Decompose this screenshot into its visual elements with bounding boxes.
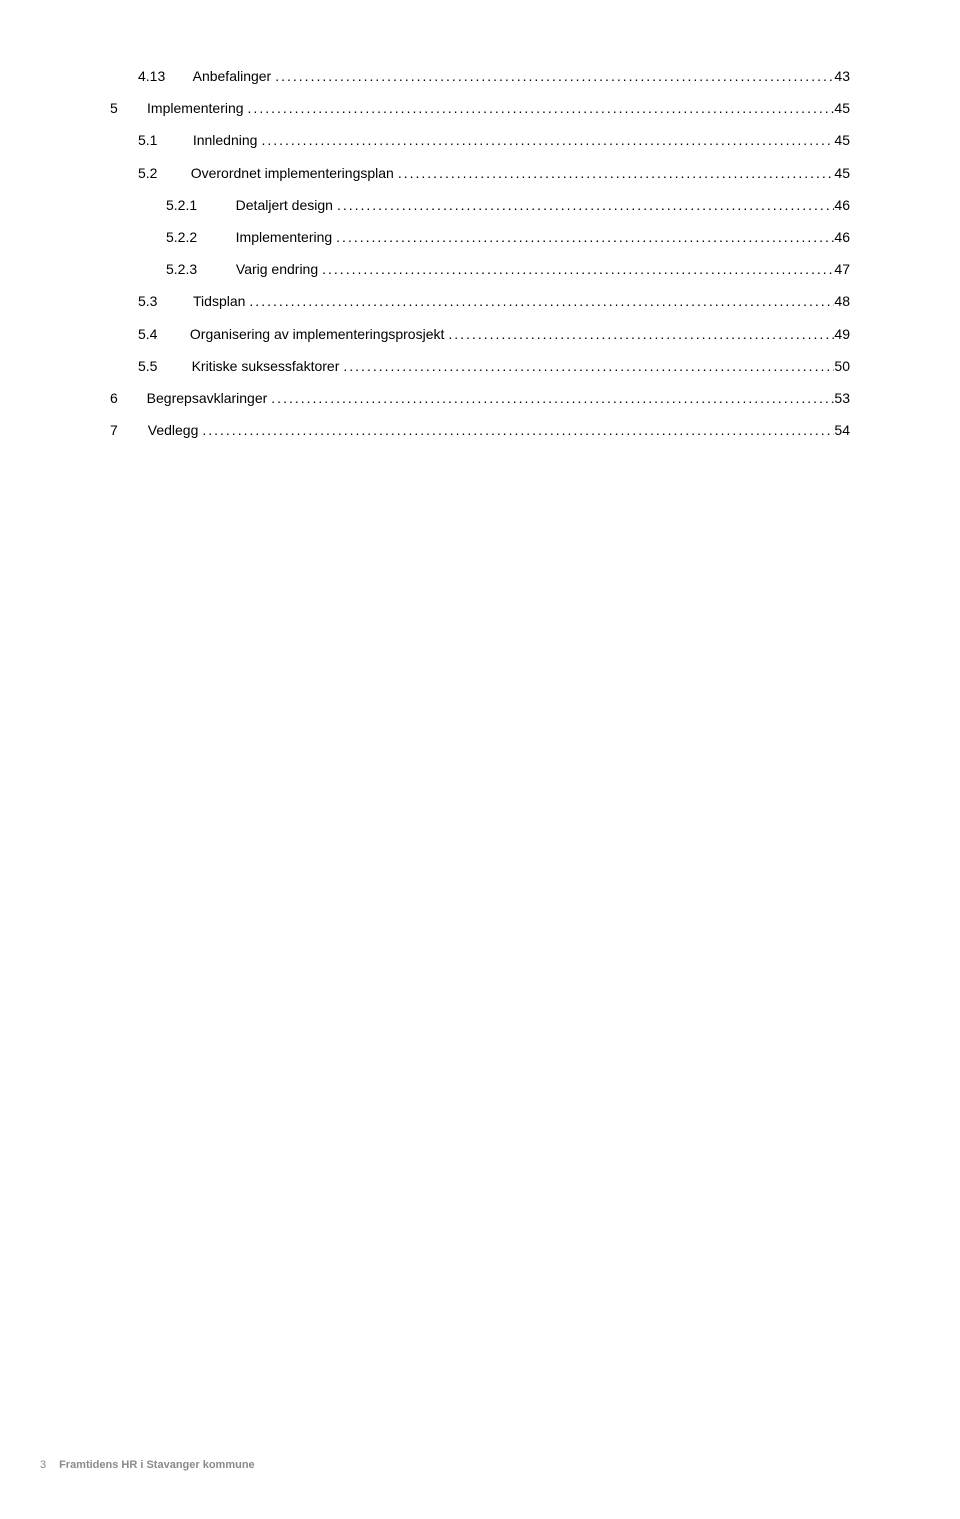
toc-entry-page: 50	[834, 350, 850, 382]
toc-leader-dots	[245, 285, 834, 317]
toc-entry: 5.5Kritiske suksessfaktorer 50	[110, 350, 850, 382]
toc-entry-number: 5.2.3	[166, 253, 228, 285]
toc-entry-title: Varig endring	[236, 253, 318, 285]
toc-entry-title: Kritiske suksessfaktorer	[192, 350, 340, 382]
toc-entry-title: Overordnet implementeringsplan	[191, 157, 394, 189]
toc-entry-title: Begrepsavklaringer	[147, 382, 268, 414]
footer-title: Framtidens HR i Stavanger kommune	[59, 1459, 255, 1471]
toc-leader-dots	[257, 124, 834, 156]
toc-leader-dots	[339, 350, 834, 382]
toc-entry: 6 Begrepsavklaringer 53	[110, 382, 850, 414]
toc-leader-dots	[394, 157, 835, 189]
toc-entry-number: 5.2	[138, 157, 184, 189]
toc-leader-dots	[333, 189, 834, 221]
toc-entry: 5.2Overordnet implementeringsplan 45	[110, 157, 850, 189]
toc-entry-number: 7	[110, 414, 138, 446]
toc-entry-title: Implementering	[147, 92, 244, 124]
toc-entry-title: Tidsplan	[193, 285, 245, 317]
toc-leader-dots	[267, 382, 834, 414]
toc-entry-number: 5.2.2	[166, 221, 228, 253]
toc-entry-number: 5.5	[138, 350, 184, 382]
toc-entry-number: 5.3	[138, 285, 184, 317]
toc-entry: 4.13 Anbefalinger 43	[110, 60, 850, 92]
page-footer: 3 Framtidens HR i Stavanger kommune	[0, 1459, 960, 1471]
toc-entry-number: 4.13	[138, 60, 184, 92]
toc-entry-page: 43	[834, 60, 850, 92]
toc-entry: 5.2.1Detaljert design 46	[110, 189, 850, 221]
toc-entry-number: 5.4	[138, 318, 184, 350]
toc-entry-page: 48	[834, 285, 850, 317]
toc-leader-dots	[244, 92, 835, 124]
toc-leader-dots	[271, 60, 834, 92]
toc-entry-title: Organisering av implementeringsprosjekt	[190, 318, 444, 350]
toc-entry-number: 5.2.1	[166, 189, 228, 221]
toc-entry: 7 Vedlegg 54	[110, 414, 850, 446]
toc-entry-title: Implementering	[236, 221, 333, 253]
toc-entry-title: Anbefalinger	[193, 60, 272, 92]
toc-entry-page: 54	[834, 414, 850, 446]
toc-leader-dots	[332, 221, 834, 253]
toc-entry-number: 5	[110, 92, 138, 124]
toc-entry-page: 49	[834, 318, 850, 350]
toc-entry-page: 45	[834, 124, 850, 156]
toc-entry-title: Vedlegg	[148, 414, 199, 446]
table-of-contents: 4.13Anbefalinger 435Implementering 455.1…	[110, 60, 850, 446]
toc-entry: 5.4Organisering av implementeringsprosje…	[110, 318, 850, 350]
toc-leader-dots	[318, 253, 834, 285]
toc-entry-page: 46	[834, 189, 850, 221]
toc-entry-title: Detaljert design	[236, 189, 333, 221]
toc-entry: 5 Implementering 45	[110, 92, 850, 124]
toc-entry-number: 6	[110, 382, 138, 414]
toc-leader-dots	[198, 414, 834, 446]
toc-entry: 5.2.2Implementering 46	[110, 221, 850, 253]
page-number: 3	[40, 1459, 56, 1471]
toc-entry-number: 5.1	[138, 124, 184, 156]
toc-entry-page: 45	[834, 157, 850, 189]
toc-entry-page: 53	[834, 382, 850, 414]
toc-entry: 5.2.3Varig endring 47	[110, 253, 850, 285]
toc-leader-dots	[444, 318, 834, 350]
toc-page: 4.13Anbefalinger 435Implementering 455.1…	[0, 0, 960, 446]
toc-entry-title: Innledning	[193, 124, 258, 156]
toc-entry-page: 45	[834, 92, 850, 124]
toc-entry-page: 47	[834, 253, 850, 285]
toc-entry: 5.3 Tidsplan 48	[110, 285, 850, 317]
toc-entry-page: 46	[834, 221, 850, 253]
toc-entry: 5.1 Innledning 45	[110, 124, 850, 156]
